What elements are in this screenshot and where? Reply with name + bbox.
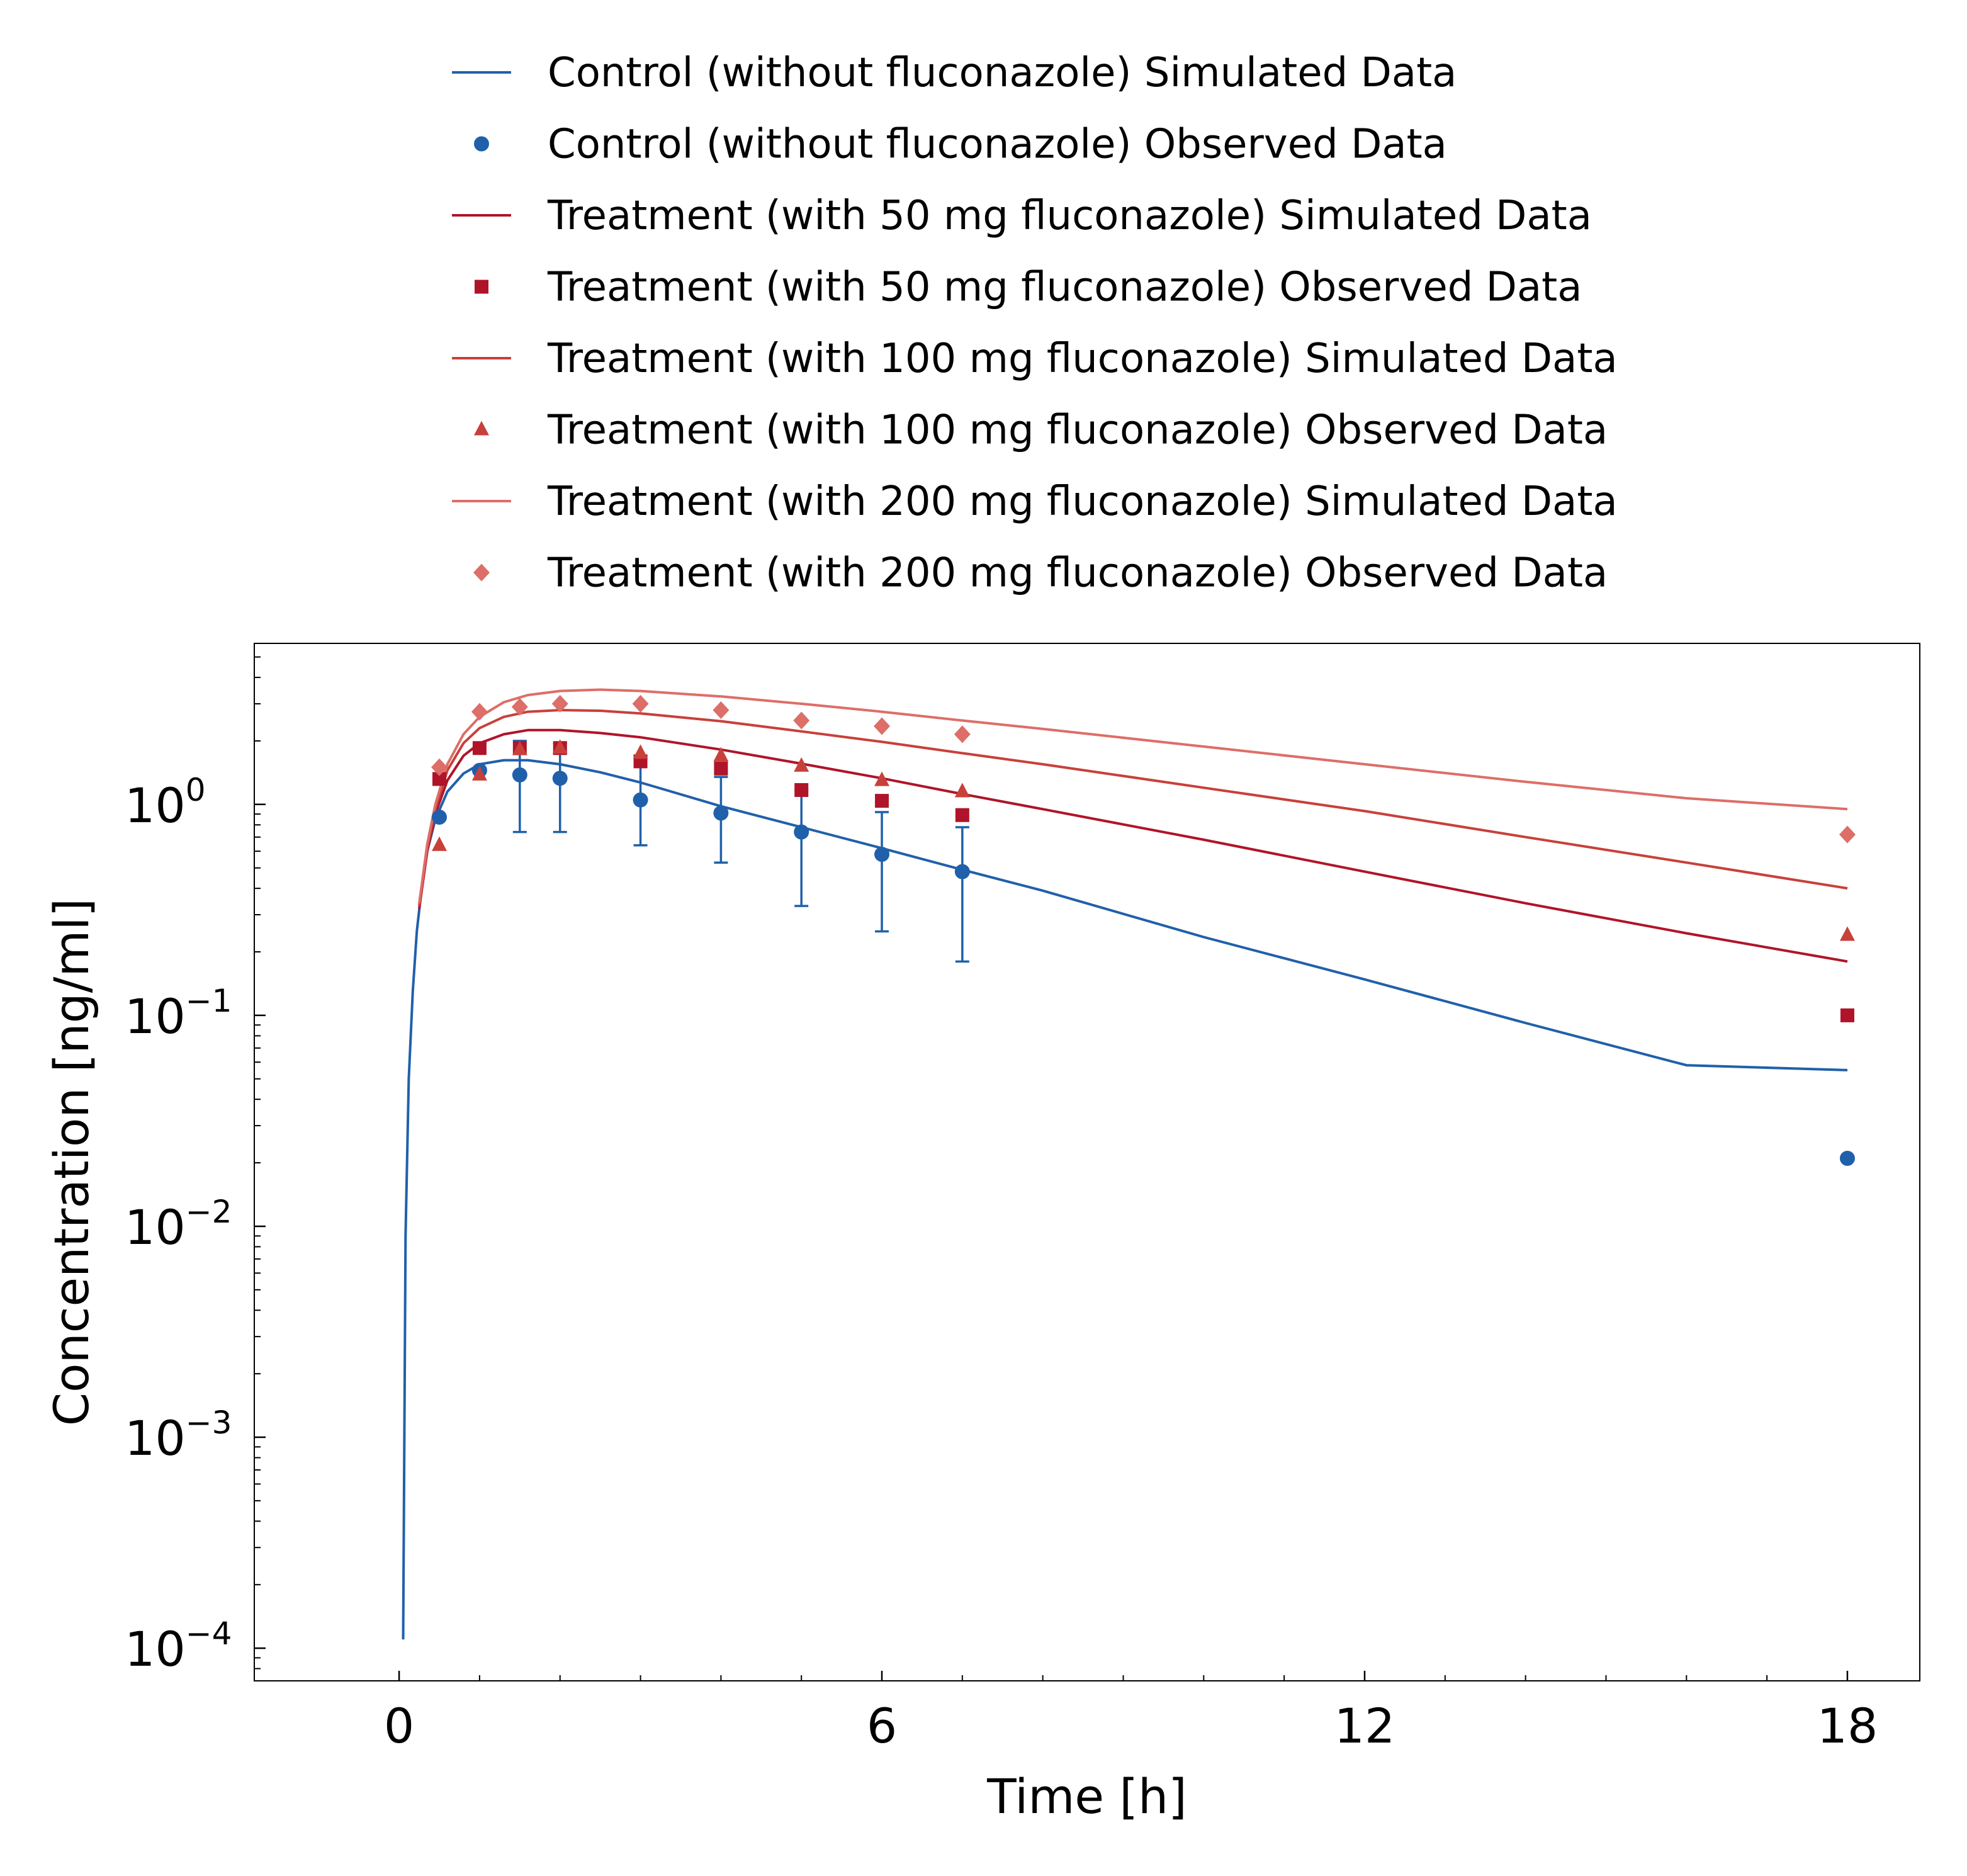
- data-point: [511, 698, 528, 716]
- data-point: [432, 836, 447, 851]
- y-tick-label: 100: [125, 772, 206, 833]
- legend-label: Treatment (with 200 mg fluconazole) Simu…: [547, 478, 1618, 525]
- legend-label: Treatment (with 50 mg fluconazole) Obser…: [547, 264, 1582, 311]
- legend-entry: Treatment (with 200 mg fluconazole) Obse…: [473, 550, 1608, 597]
- data-point: [794, 824, 809, 840]
- series-line: [418, 688, 1848, 904]
- data-point: [874, 847, 890, 862]
- legend-label: Control (without fluconazole) Simulated …: [548, 50, 1457, 96]
- y-tick-label: 10−4: [125, 1615, 232, 1677]
- legend-entry: Treatment (with 50 mg fluconazole) Obser…: [475, 264, 1582, 311]
- data-point: [632, 694, 649, 713]
- data-point: [1839, 926, 1855, 941]
- legend-label: Treatment (with 100 mg fluconazole) Obse…: [547, 407, 1608, 454]
- data-point: [954, 864, 970, 879]
- legend-entry: Treatment (with 50 mg fluconazole) Simul…: [452, 193, 1592, 239]
- error-bar: [875, 811, 889, 933]
- legend-entry: Treatment (with 200 mg fluconazole) Simu…: [452, 478, 1618, 525]
- data-point: [875, 794, 889, 808]
- legend-entry: Treatment (with 100 mg fluconazole) Obse…: [474, 407, 1608, 454]
- legend: Control (without fluconazole) Simulated …: [452, 50, 1618, 597]
- data-point: [633, 744, 648, 759]
- series-line: [418, 709, 1848, 907]
- data-point: [1840, 1008, 1854, 1022]
- data-point: [713, 701, 730, 719]
- data-point: [713, 805, 729, 821]
- legend-marker-swatch: [474, 136, 489, 152]
- x-tick-label: 12: [1334, 1698, 1395, 1754]
- data-point: [471, 703, 488, 721]
- error-bar: [794, 789, 809, 907]
- legend-marker-swatch: [474, 421, 489, 436]
- x-tick-label: 6: [867, 1698, 897, 1754]
- data-point: [432, 772, 446, 786]
- data-point: [794, 757, 809, 772]
- axes: 0 6 12 18 100 10−1 10−2 10−3 10−4: [125, 643, 1920, 1754]
- data-point: [551, 694, 568, 713]
- data-point: [512, 767, 527, 783]
- series-line: [402, 759, 1848, 1640]
- data-point: [874, 717, 891, 735]
- data-point: [471, 766, 487, 781]
- legend-label: Treatment (with 200 mg fluconazole) Obse…: [547, 550, 1608, 597]
- legend-entry: Control (without fluconazole) Observed D…: [474, 121, 1447, 168]
- data-point: [432, 810, 447, 825]
- legend-label: Treatment (with 50 mg fluconazole) Simul…: [547, 193, 1592, 239]
- y-axis-label: Concentration [ng/ml]: [43, 898, 99, 1426]
- data-point: [713, 747, 729, 762]
- data-point: [954, 725, 971, 743]
- legend-entry: Control (without fluconazole) Simulated …: [452, 50, 1457, 96]
- data-point: [793, 711, 810, 730]
- data-point: [431, 758, 448, 776]
- data-point: [552, 739, 568, 754]
- legend-entry: Treatment (with 100 mg fluconazole) Simu…: [452, 336, 1618, 382]
- data-point: [954, 783, 970, 798]
- y-tick-label: 10−1: [125, 983, 232, 1044]
- data-point: [512, 740, 527, 755]
- plot-frame: [254, 643, 1920, 1681]
- legend-label: Control (without fluconazole) Observed D…: [548, 121, 1447, 168]
- plot-area: [402, 688, 1856, 1640]
- data-point: [472, 741, 487, 755]
- data-point: [955, 808, 969, 822]
- data-point: [633, 792, 648, 808]
- data-point: [552, 771, 568, 786]
- error-bar: [553, 742, 567, 833]
- data-point: [714, 761, 728, 776]
- legend-label: Treatment (with 100 mg fluconazole) Simu…: [547, 336, 1618, 382]
- legend-marker-swatch: [475, 280, 488, 294]
- data-point: [794, 783, 809, 797]
- error-bar: [955, 826, 969, 963]
- data-point: [874, 771, 890, 786]
- x-axis-label: Time [h]: [986, 1768, 1187, 1824]
- data-point: [1839, 1150, 1855, 1166]
- x-tick-label: 18: [1817, 1698, 1878, 1754]
- y-tick-label: 10−3: [125, 1404, 232, 1466]
- series-line: [418, 728, 1848, 963]
- data-point: [1839, 825, 1856, 844]
- y-tick-label: 10−2: [125, 1194, 232, 1255]
- legend-marker-swatch: [473, 563, 490, 582]
- x-tick-label: 0: [384, 1698, 414, 1754]
